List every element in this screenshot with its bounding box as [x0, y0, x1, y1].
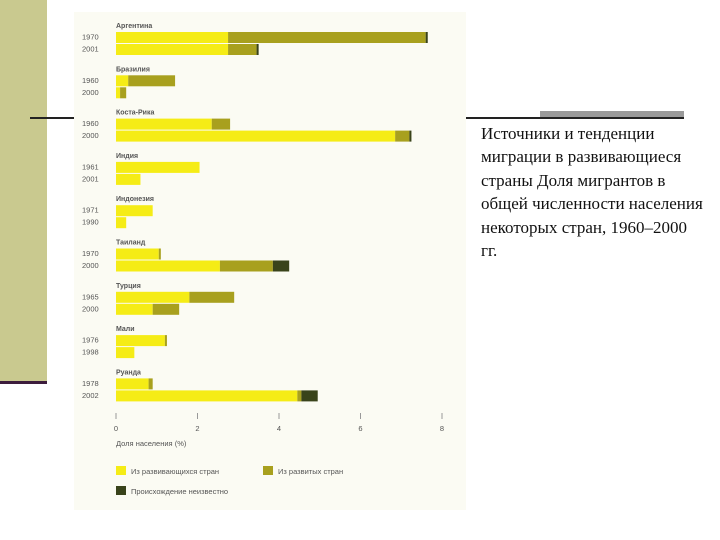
bar-segment — [116, 260, 220, 272]
year-label: 1970 — [82, 33, 99, 42]
year-label: 1961 — [82, 162, 99, 171]
year-label: 1978 — [82, 379, 99, 388]
legend-label: Из развивающихся стран — [131, 467, 219, 476]
x-axis: 0 2 4 6 8 — [114, 413, 444, 433]
x-axis-label: Доля населения (%) — [116, 439, 187, 448]
bar-segment — [301, 390, 318, 402]
country-group: Бразилия 1960 2000 — [82, 66, 176, 99]
year-label: 1965 — [82, 292, 99, 301]
country-label: Индонезия — [116, 196, 154, 203]
bar-segment — [116, 347, 135, 359]
x-tick-label: 2 — [195, 424, 199, 433]
x-tick-label: 0 — [114, 424, 118, 433]
bar-segment — [116, 248, 159, 260]
legend-swatch — [263, 466, 273, 475]
left-strip-edge — [0, 381, 47, 384]
legend-label: Из развитых стран — [278, 467, 343, 476]
bar-segment — [297, 390, 302, 402]
x-tick-label: 4 — [277, 424, 281, 433]
year-label: 2000 — [82, 88, 99, 97]
bar-segment — [272, 260, 290, 272]
year-label: 1990 — [82, 218, 99, 227]
bar-segment — [116, 44, 229, 55]
bar-segment — [128, 75, 176, 87]
title-rule-right — [462, 117, 684, 119]
country-label: Мали — [116, 326, 135, 333]
year-label: 2000 — [82, 304, 99, 313]
year-label: 1970 — [82, 249, 99, 258]
country-label: Руанда — [116, 369, 141, 376]
year-label: 2001 — [82, 45, 99, 54]
bar-segment — [425, 32, 428, 43]
bar-segment — [148, 378, 153, 390]
year-label: 2000 — [82, 261, 99, 270]
bar-segment — [164, 335, 167, 347]
country-label: Индия — [116, 153, 138, 160]
chart-groups: Аргентина19702001Бразилия19602000Коста-Р… — [82, 23, 428, 402]
country-group: Таиланд 1970 2000 — [82, 240, 290, 272]
country-group: Индия 1961 2001 — [82, 153, 200, 185]
country-label: Бразилия — [116, 66, 150, 73]
title-rule-accent — [540, 111, 684, 119]
bar-segment — [228, 32, 426, 43]
country-group: Аргентина 1970 2001 — [82, 23, 428, 55]
bar-segment — [116, 161, 200, 173]
bar-segment — [116, 173, 141, 185]
bar-segment — [116, 75, 129, 87]
year-label: 1976 — [82, 336, 99, 345]
country-label: Турция — [116, 283, 141, 290]
country-group: Руанда 1978 2002 — [82, 369, 318, 402]
bar-segment — [120, 87, 127, 99]
chart-legend: Из развивающихся стран Из развитых стран П… — [116, 466, 343, 496]
bar-segment — [116, 378, 149, 390]
bar-segment — [158, 248, 161, 260]
bar-segment — [116, 291, 190, 303]
bar-segment — [116, 130, 396, 142]
country-label: Аргентина — [116, 23, 152, 30]
legend-swatch — [116, 466, 126, 475]
slide-caption: Источники и тенденции миграции в развива… — [481, 124, 703, 261]
bar-segment — [189, 291, 235, 303]
year-label: 2002 — [82, 391, 99, 400]
x-tick-label: 6 — [358, 424, 362, 433]
title-rule-left — [30, 117, 76, 119]
left-decorative-strip — [0, 0, 47, 384]
country-group: Мали 1976 1998 — [82, 326, 167, 359]
bar-segment — [116, 205, 153, 217]
bar-segment — [116, 87, 121, 99]
bar-segment — [211, 118, 231, 130]
bar-segment — [256, 44, 259, 55]
country-group: Коста-Рика 1960 2000 — [82, 110, 412, 142]
year-label: 2000 — [82, 131, 99, 140]
bar-segment — [409, 130, 412, 142]
bar-segment — [219, 260, 273, 272]
bar-segment — [152, 303, 180, 315]
year-label: 1971 — [82, 206, 99, 215]
legend-label: Происхождение неизвестно — [131, 487, 228, 496]
country-label: Таиланд — [116, 240, 146, 247]
legend-swatch — [116, 486, 126, 495]
year-label: 1960 — [82, 119, 99, 128]
country-label: Коста-Рика — [116, 110, 154, 117]
bar-segment — [116, 390, 298, 402]
year-label: 2001 — [82, 174, 99, 183]
country-group: Индонезия 1971 1990 — [82, 196, 154, 229]
bar-segment — [116, 335, 165, 347]
bar-segment — [116, 118, 212, 130]
bar-segment — [228, 44, 257, 55]
country-group: Турция 1965 2000 — [82, 283, 235, 315]
bar-segment — [116, 32, 229, 43]
bar-segment — [116, 303, 153, 315]
x-tick-label: 8 — [440, 424, 444, 433]
bar-segment — [395, 130, 410, 142]
year-label: 1998 — [82, 348, 99, 357]
year-label: 1960 — [82, 76, 99, 85]
bar-segment — [116, 217, 127, 229]
